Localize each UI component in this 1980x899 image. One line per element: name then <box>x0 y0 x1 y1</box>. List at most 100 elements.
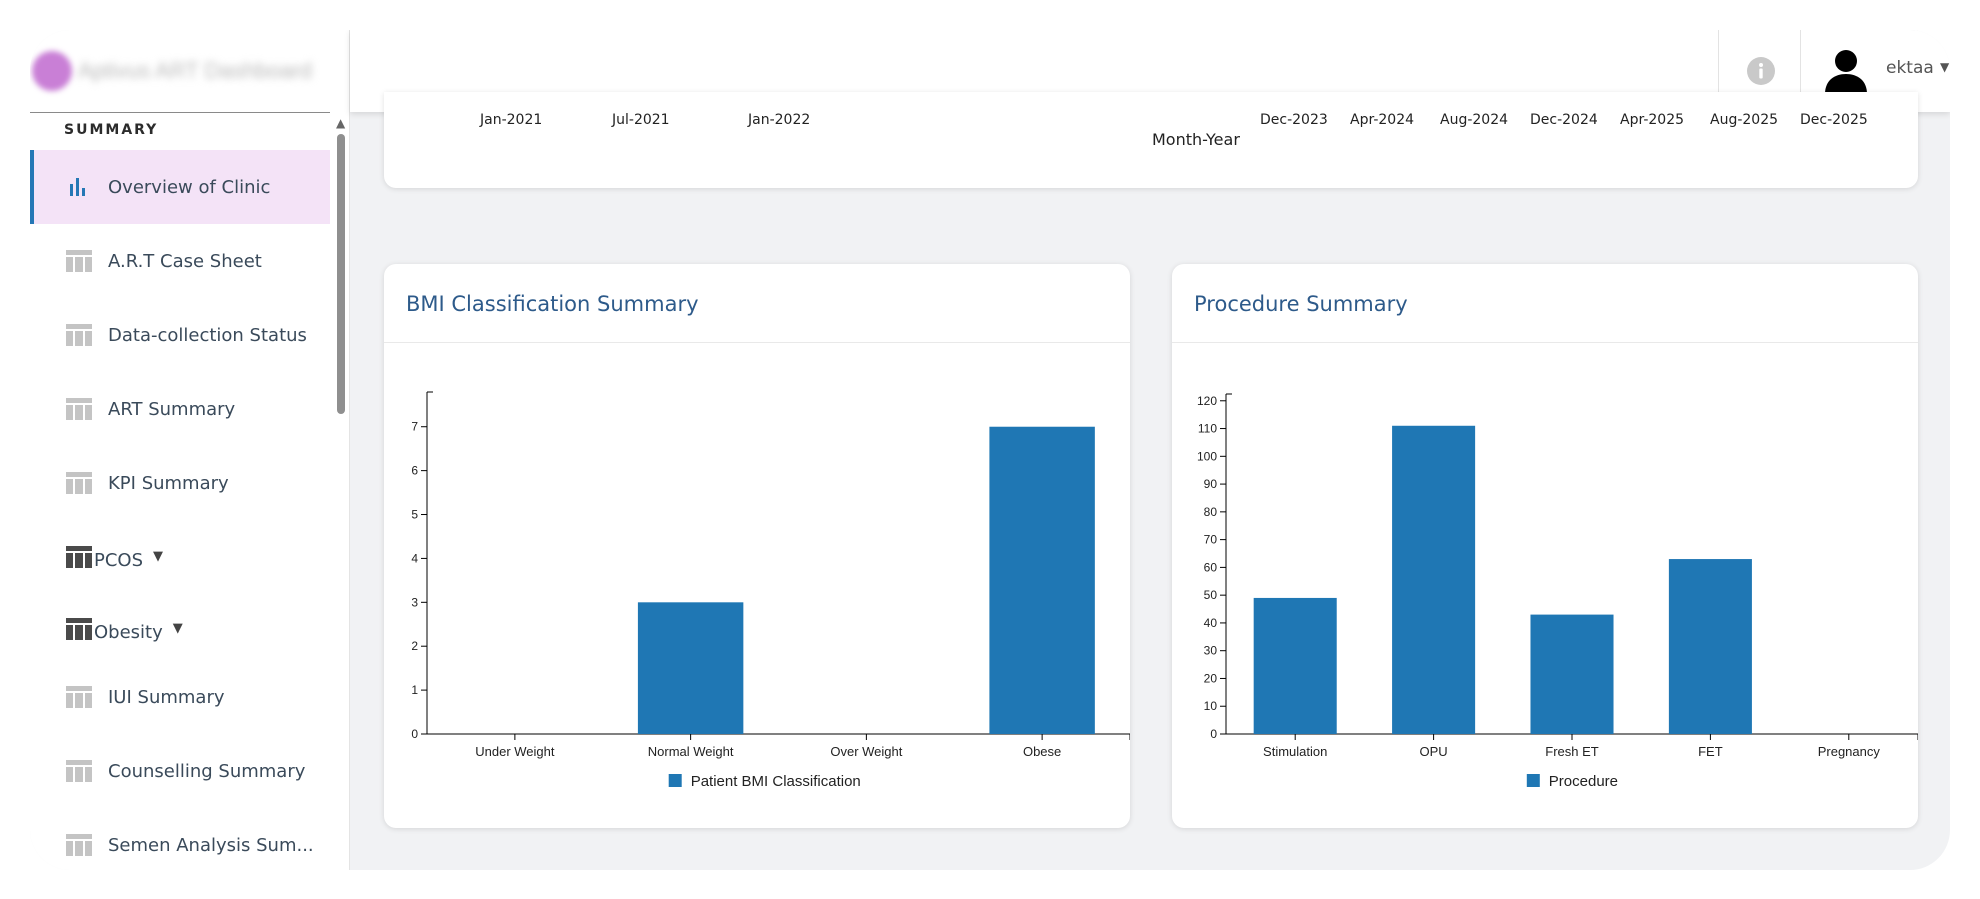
divider <box>1800 30 1801 112</box>
y-tick-label: 0 <box>1210 727 1217 741</box>
bar-chart-icon <box>70 178 85 196</box>
procedure-bar-chart: 0 10 20 30 40 50 60 70 80 90 100 110 120 Stimulation O… <box>1197 393 1918 790</box>
caret-down-icon: ▼ <box>153 549 164 564</box>
y-tick-label: 2 <box>411 639 418 653</box>
divider <box>1172 342 1918 343</box>
legend-swatch <box>1526 774 1540 787</box>
y-tick-label: 0 <box>411 727 418 741</box>
procedure-summary-card: Procedure Summary 0 10 20 30 40 50 60 70 80 90 100… <box>1172 264 1918 828</box>
legend-label: Patient BMI Classification <box>691 773 861 790</box>
sidebar-nav: SUMMARY Overview of Clinic A.R.T Case Sh… <box>30 114 330 870</box>
sidebar-group-label: Obesity <box>94 622 163 643</box>
bmi-classification-card: BMI Classification Summary 0 1 2 3 4 5 6 7 Under… <box>384 264 1130 828</box>
card-title: Procedure Summary <box>1194 292 1408 316</box>
bar <box>989 426 1095 734</box>
table-icon <box>66 472 92 494</box>
y-tick-label: 40 <box>1204 616 1218 630</box>
x-tick-label: Dec-2024 <box>1530 112 1598 128</box>
y-tick-label: 80 <box>1204 505 1218 519</box>
table-icon <box>66 545 92 568</box>
sidebar-item-art-case-sheet[interactable]: A.R.T Case Sheet <box>30 224 330 298</box>
x-tick-label: Jan-2022 <box>748 112 811 128</box>
main-content: Jan-2021 Jul-2021 Jan-2022 Dec-2023 Apr-… <box>350 92 1950 870</box>
sidebar-item-label: IUI Summary <box>108 686 225 708</box>
info-icon[interactable] <box>1746 56 1776 86</box>
y-tick-label: 70 <box>1204 533 1218 547</box>
caret-down-icon[interactable]: ▼ <box>1940 60 1950 74</box>
user-name[interactable]: ektaa <box>1886 58 1934 78</box>
bar <box>637 602 744 734</box>
table-icon <box>66 834 92 856</box>
table-icon <box>66 398 92 420</box>
x-tick-label: Dec-2025 <box>1800 112 1868 128</box>
sidebar-item-label: KPI Summary <box>108 472 229 494</box>
x-tick-label: OPU <box>1420 744 1448 759</box>
table-icon <box>66 760 92 782</box>
sidebar-item-semen-analysis-summary[interactable]: Semen Analysis Sum... <box>30 808 330 870</box>
bar <box>1392 425 1476 734</box>
user-avatar-icon[interactable] <box>1822 48 1870 94</box>
x-tick-label: Normal Weight <box>648 744 734 759</box>
sidebar-group-obesity[interactable]: Obesity ▼ <box>66 614 183 643</box>
sidebar-item-kpi-summary[interactable]: KPI Summary <box>30 446 330 520</box>
legend-label: Procedure <box>1549 773 1618 790</box>
sidebar-group-pcos[interactable]: PCOS ▼ <box>66 542 163 571</box>
y-tick-label: 50 <box>1204 588 1218 602</box>
card-title: BMI Classification Summary <box>406 292 699 316</box>
divider <box>384 342 1130 343</box>
x-tick-label: FET <box>1698 744 1723 759</box>
brand[interactable]: Aptivus ART Dashboard <box>30 30 350 112</box>
x-tick-label: Apr-2025 <box>1620 112 1685 128</box>
sidebar-item-counselling-summary[interactable]: Counselling Summary <box>30 734 330 808</box>
bar <box>1253 597 1337 734</box>
y-tick-label: 10 <box>1204 699 1218 713</box>
sidebar-item-data-collection-status[interactable]: Data-collection Status <box>30 298 330 372</box>
brand-name: Aptivus ART Dashboard <box>78 58 312 83</box>
y-tick-label: 90 <box>1204 477 1218 491</box>
sidebar-item-art-summary[interactable]: ART Summary <box>30 372 330 446</box>
x-tick-label: Jul-2021 <box>612 112 670 128</box>
bmi-bar-chart: 0 1 2 3 4 5 6 7 Under Weight Normal Weight Over We… <box>411 391 1130 790</box>
x-tick-label: Aug-2024 <box>1440 112 1509 128</box>
y-tick-label: 6 <box>411 464 418 478</box>
divider <box>1718 30 1719 112</box>
sidebar-scrollbar[interactable]: ▲ <box>334 114 348 870</box>
y-tick-label: 30 <box>1204 644 1218 658</box>
brand-logo <box>32 51 72 91</box>
y-tick-label: 120 <box>1197 394 1217 408</box>
x-tick-label: Aug-2025 <box>1710 112 1779 128</box>
y-tick-label: 3 <box>411 595 418 609</box>
sidebar-item-iui-summary[interactable]: IUI Summary <box>30 660 330 734</box>
table-icon <box>66 324 92 346</box>
x-tick-label: Fresh ET <box>1545 744 1599 759</box>
sidebar-item-label: Overview of Clinic <box>108 176 271 198</box>
scroll-thumb[interactable] <box>337 134 345 414</box>
sidebar-group-label: PCOS <box>94 550 144 571</box>
x-tick-label: Pregnancy <box>1818 744 1881 759</box>
y-tick-label: 7 <box>411 420 418 434</box>
bar <box>1668 559 1752 734</box>
scroll-up-icon[interactable]: ▲ <box>336 116 346 130</box>
sidebar-item-label: Counselling Summary <box>108 760 306 782</box>
y-tick-label: 20 <box>1204 671 1218 685</box>
table-icon <box>66 617 92 640</box>
sidebar-item-overview-of-clinic[interactable]: Overview of Clinic <box>30 150 330 224</box>
y-tick-label: 5 <box>411 508 418 522</box>
timeline-chart-card: Jan-2021 Jul-2021 Jan-2022 Dec-2023 Apr-… <box>384 92 1918 188</box>
x-axis-title: Month-Year <box>1152 130 1240 149</box>
x-tick-label: Obese <box>1023 744 1061 759</box>
section-label: SUMMARY <box>64 122 159 138</box>
bar <box>1530 614 1614 734</box>
y-tick-label: 1 <box>411 683 418 697</box>
y-tick-label: 60 <box>1204 560 1218 574</box>
x-tick-label: Under Weight <box>475 744 555 759</box>
sidebar-item-label: ART Summary <box>108 398 236 420</box>
table-icon <box>66 686 92 708</box>
sidebar-item-label: A.R.T Case Sheet <box>108 250 262 272</box>
sidebar-item-label: Semen Analysis Sum... <box>108 834 314 856</box>
table-icon <box>66 250 92 272</box>
x-tick-label: Over Weight <box>830 744 902 759</box>
y-tick-label: 110 <box>1198 422 1217 436</box>
app-window: Aptivus ART Dashboard SUMMARY Overview o… <box>30 30 1950 870</box>
divider <box>30 112 330 113</box>
